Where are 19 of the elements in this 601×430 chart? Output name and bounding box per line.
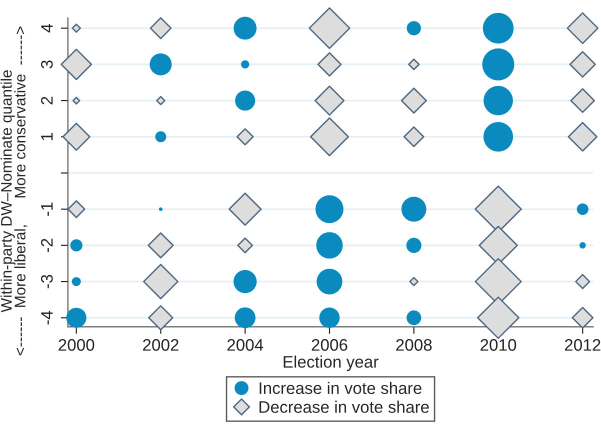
y-tick-label: 4: [41, 24, 53, 32]
x-axis-title: Election year: [284, 356, 378, 372]
x-tick-label: 2008: [396, 339, 432, 351]
y-tick-label: 3: [41, 60, 53, 68]
x-tick-label: 2002: [143, 339, 178, 351]
y-tick-label: -1: [41, 202, 53, 216]
x-tick-label: 2006: [312, 339, 348, 351]
x-tick-label: 2010: [480, 339, 516, 351]
x-tick-label: 2000: [58, 339, 94, 351]
y-tick-label: 2: [41, 96, 53, 104]
x-tick-label: 2004: [227, 339, 264, 351]
y-tick-label: -4: [41, 310, 53, 324]
y-tick-label: -2: [41, 238, 53, 252]
legend-label: Decrease in vote share: [260, 400, 429, 413]
x-tick-label: 2012: [564, 339, 600, 351]
y-axis-title: Within-party DW–Nominate quantile <------ More liberal, More conservative ------>: [0, 26, 28, 356]
y-tick-label: -3: [41, 274, 53, 288]
y-tick-label: 1: [41, 132, 53, 140]
legend-label: Increase in vote share: [260, 382, 422, 394]
